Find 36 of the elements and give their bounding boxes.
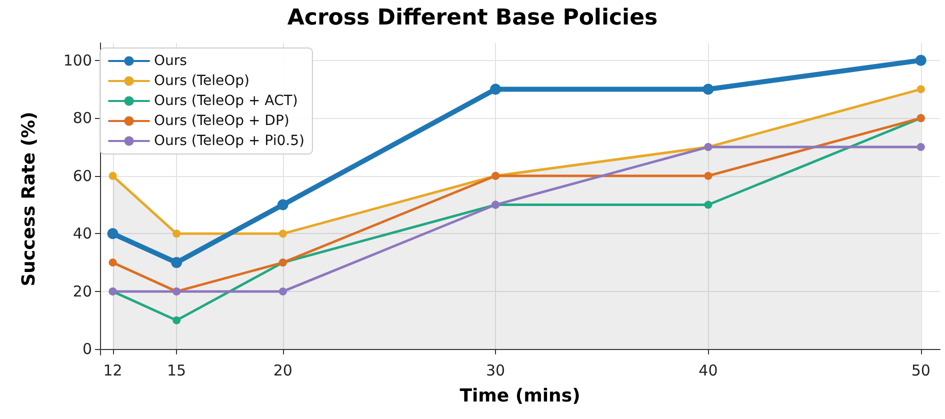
legend-label: Ours (TeleOp + ACT) <box>154 93 298 109</box>
point <box>171 257 182 268</box>
x-axis-title: Time (mins) <box>460 386 580 406</box>
x-tick-label: 30 <box>486 362 506 380</box>
x-tick-label: 20 <box>273 362 292 380</box>
legend-label: Ours (TeleOp + Pi0.5) <box>154 133 304 149</box>
point <box>704 172 712 180</box>
y-tick-label: 40 <box>72 224 92 243</box>
point <box>702 84 714 95</box>
point <box>108 172 117 180</box>
point <box>278 287 287 296</box>
chart-title: Across Different Base Policies <box>287 6 658 30</box>
legend-label: Ours <box>154 53 187 69</box>
y-tick-label: 80 <box>72 109 92 128</box>
x-tick-label: 50 <box>911 362 930 380</box>
point <box>107 228 118 240</box>
x-tick-label: 15 <box>167 362 186 380</box>
point <box>172 316 181 324</box>
point <box>108 258 117 267</box>
point <box>278 230 287 238</box>
point <box>704 200 712 209</box>
x-tick-label: 12 <box>103 362 122 380</box>
point <box>916 85 925 94</box>
x-tick-label: 40 <box>698 362 718 380</box>
y-tick-label: 20 <box>72 282 92 300</box>
legend-label: Ours (TeleOp) <box>154 73 250 89</box>
point <box>916 143 925 151</box>
y-tick-label: 60 <box>72 166 92 185</box>
point <box>277 199 288 210</box>
point <box>172 230 181 238</box>
y-tick-label: 0 <box>82 340 92 358</box>
point <box>915 54 926 66</box>
legend-label: Ours (TeleOp + DP) <box>154 113 290 129</box>
point <box>490 84 502 95</box>
y-tick-label: 100 <box>63 51 92 70</box>
y-axis-title: Success Rate (%) <box>18 112 40 286</box>
